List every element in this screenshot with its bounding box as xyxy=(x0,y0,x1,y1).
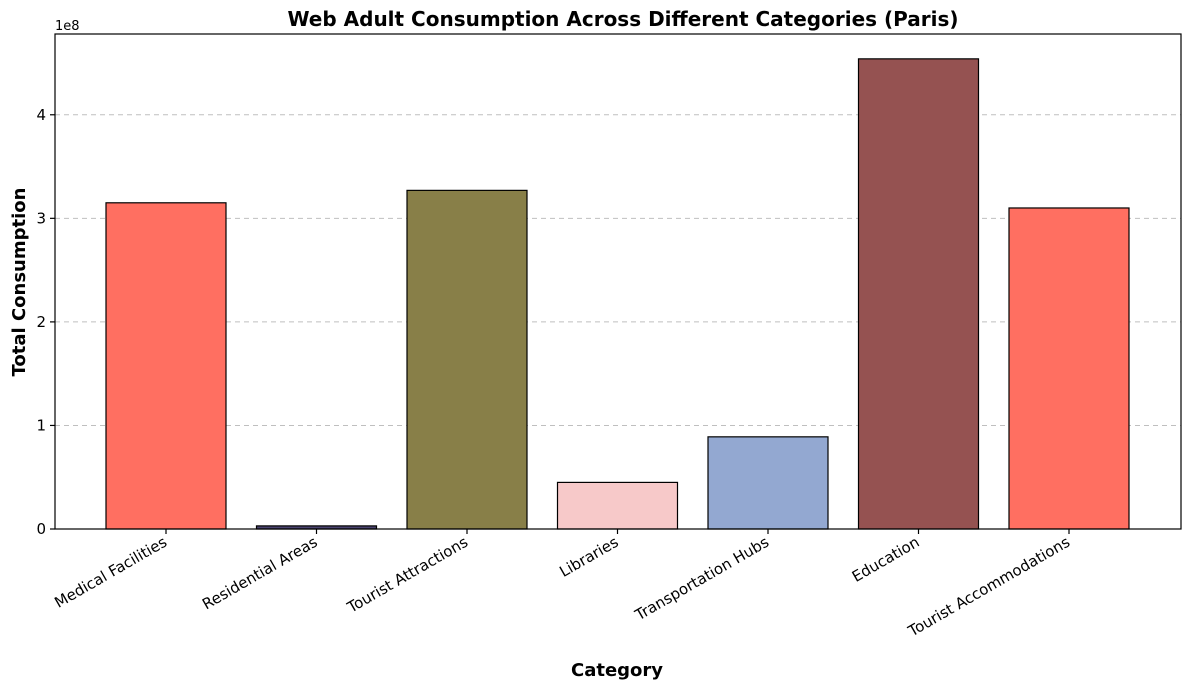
bar-libraries xyxy=(556,481,679,530)
x-tick-label: Medical Facilities xyxy=(51,533,170,612)
y-axis-label: Total Consumption xyxy=(9,188,30,377)
y-tick-label: 2 xyxy=(36,313,46,331)
x-tick-label: Tourist Attractions xyxy=(343,533,471,617)
y-tick-label: 1 xyxy=(36,416,46,434)
bars xyxy=(105,58,1130,530)
x-tick-label: Transportation Hubs xyxy=(631,533,772,625)
x-tick-label: Education xyxy=(849,533,923,586)
y-tick-label: 4 xyxy=(36,106,46,124)
bar-tourist-attractions xyxy=(406,189,528,530)
x-axis-label: Category xyxy=(571,660,663,681)
bar-tourist-accommodations xyxy=(1008,207,1130,530)
y-tick-label: 0 xyxy=(36,520,46,538)
gridlines xyxy=(55,114,1181,426)
bar-medical-facilities xyxy=(105,202,227,530)
y-axis: 0 1 2 3 4 xyxy=(36,106,55,538)
x-axis: Medical Facilities Residential Areas Touri… xyxy=(51,529,1073,641)
x-tick-label: Tourist Accommodations xyxy=(904,533,1073,641)
chart-title: Web Adult Consumption Across Different C… xyxy=(287,7,958,31)
bar-education xyxy=(857,58,980,530)
y-tick-label: 3 xyxy=(36,209,46,227)
bar-transportation-hubs xyxy=(707,436,829,530)
x-tick-label: Residential Areas xyxy=(199,533,321,614)
y-axis-offset-label: 1e8 xyxy=(55,19,80,34)
x-tick-label: Libraries xyxy=(556,533,621,581)
